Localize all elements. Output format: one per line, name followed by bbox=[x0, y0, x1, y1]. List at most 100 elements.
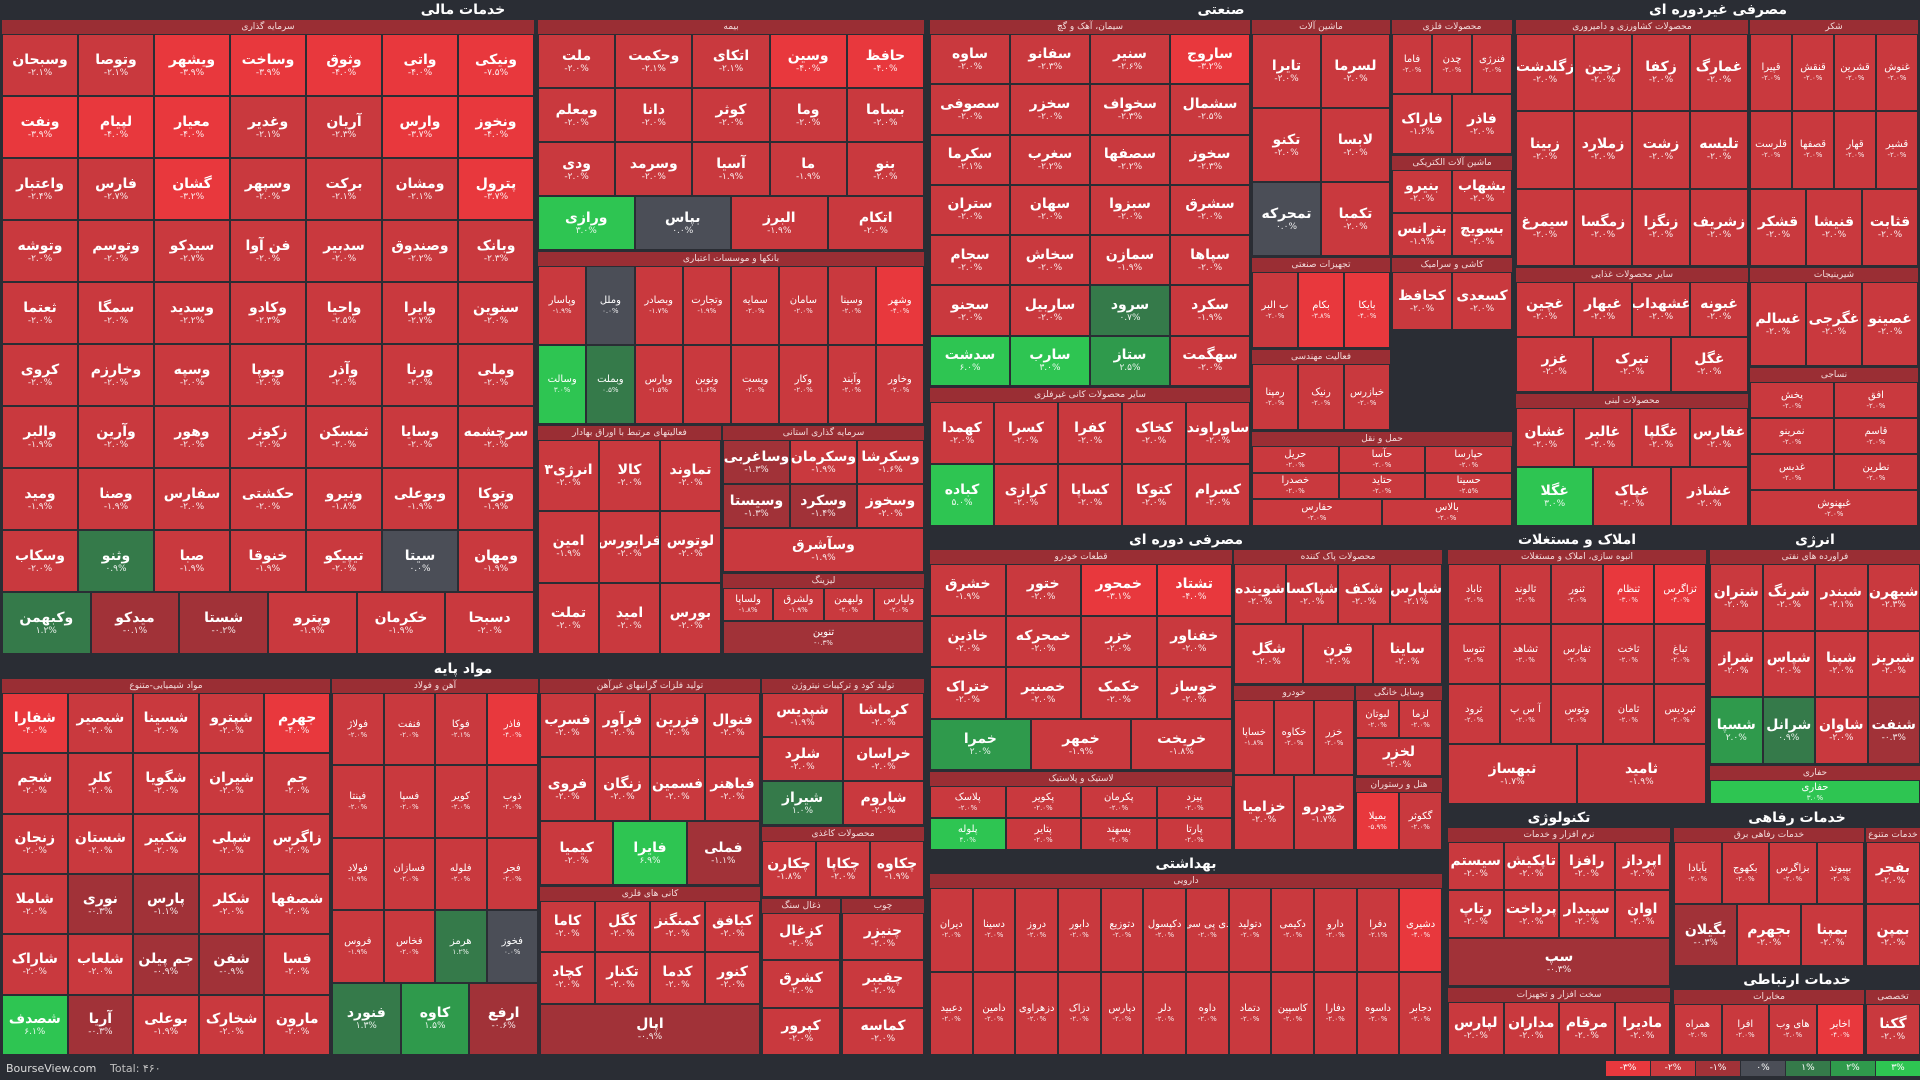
stock-tile[interactable]: فخاس -۲.۰% bbox=[383, 910, 435, 983]
stock-tile[interactable]: کسرام -۲.۰% bbox=[1186, 464, 1250, 526]
stock-tile[interactable]: تکنو -۲.۰% bbox=[1252, 108, 1321, 182]
stock-tile[interactable]: رافزا -۲.۰% bbox=[1559, 842, 1615, 890]
stock-tile[interactable]: پسهند -۲.۰% bbox=[1081, 818, 1157, 850]
stock-tile[interactable]: ثمسکن -۲.۰% bbox=[306, 406, 382, 468]
stock-tile[interactable]: غفارس -۲.۰% bbox=[1690, 408, 1748, 467]
stock-tile[interactable]: وپترو -۱.۹% bbox=[268, 592, 357, 654]
stock-tile[interactable]: فسازان -۲.۰% bbox=[383, 837, 435, 911]
stock-tile[interactable]: شتران -۲.۰% bbox=[1710, 564, 1763, 631]
stock-tile[interactable]: حتاید -۲.۰% bbox=[1338, 472, 1426, 500]
stock-tile[interactable]: وآذر -۲.۰% bbox=[306, 344, 382, 406]
stock-tile[interactable]: غسالم -۲.۰% bbox=[1750, 282, 1806, 366]
stock-tile[interactable]: زاگرس -۲.۰% bbox=[264, 813, 330, 874]
stock-tile[interactable]: سامان -۲.۰% bbox=[779, 266, 828, 345]
stock-tile[interactable]: سهان -۲.۰% bbox=[1010, 184, 1090, 236]
stock-tile[interactable]: سپ -۰.۳% bbox=[1448, 938, 1670, 986]
stock-tile[interactable]: خکرمان -۱.۹% bbox=[356, 592, 446, 654]
stock-tile[interactable]: شاملا -۲.۰% bbox=[2, 874, 68, 935]
stock-tile[interactable]: ثعتما -۲.۰% bbox=[2, 282, 78, 344]
stock-tile[interactable]: ساربیل -۲.۰% bbox=[1010, 285, 1090, 336]
stock-tile[interactable]: پارتا -۲.۰% bbox=[1156, 818, 1232, 850]
stock-tile[interactable]: ثفارس -۲.۰% bbox=[1551, 624, 1603, 684]
stock-tile[interactable]: داسوه -۲.۰% bbox=[1356, 971, 1400, 1055]
stock-tile[interactable]: سیدکو -۲.۷% bbox=[154, 220, 230, 282]
stock-tile[interactable]: هرمز ۱.۲% bbox=[435, 910, 487, 983]
stock-tile[interactable]: مرقام -۲.۰% bbox=[1559, 1002, 1615, 1055]
stock-tile[interactable]: وتوسم -۲.۰% bbox=[78, 220, 154, 282]
stock-tile[interactable]: غشاذر -۲.۰% bbox=[1670, 467, 1748, 526]
stock-tile[interactable]: کاوه ۱.۵% bbox=[400, 982, 470, 1055]
stock-tile[interactable]: سجام -۲.۰% bbox=[930, 235, 1010, 286]
stock-tile[interactable]: سفارس -۲.۰% bbox=[154, 468, 230, 530]
stock-tile[interactable]: دفارا -۲.۰% bbox=[1314, 971, 1357, 1055]
stock-tile[interactable]: حفارس -۲.۰% bbox=[1252, 499, 1382, 526]
stock-tile[interactable]: افرا -۲.۰% bbox=[1721, 1004, 1769, 1055]
stock-tile[interactable]: قشرین -۲.۰% bbox=[1834, 34, 1876, 112]
stock-tile[interactable]: وسآشرق -۱.۹% bbox=[723, 528, 924, 572]
stock-tile[interactable]: حافظ -۴.۰% bbox=[846, 34, 924, 88]
stock-tile[interactable]: شپترو -۲.۰% bbox=[198, 693, 265, 754]
stock-tile[interactable]: بنیرو -۲.۰% bbox=[1392, 170, 1452, 213]
stock-tile[interactable]: ثبهساز -۱.۷% bbox=[1448, 744, 1577, 804]
stock-tile[interactable]: وتوشه -۲.۰% bbox=[2, 220, 78, 282]
stock-tile[interactable]: فباهنر -۲.۰% bbox=[705, 757, 760, 821]
stock-tile[interactable]: وسپهر -۲.۰% bbox=[230, 158, 306, 220]
stock-tile[interactable]: فایرا ۶.۹% bbox=[613, 821, 687, 885]
stock-tile[interactable]: بمپنا -۲.۰% bbox=[1800, 904, 1864, 966]
stock-tile[interactable]: شاروم -۲.۰% bbox=[843, 781, 924, 825]
stock-tile[interactable]: غبهنوش -۲.۰% bbox=[1750, 490, 1918, 526]
stock-tile[interactable]: مادیرا -۲.۰% bbox=[1614, 1002, 1670, 1055]
stock-tile[interactable]: ونوین -۱.۶% bbox=[682, 345, 731, 424]
stock-tile[interactable]: دلر -۲.۰% bbox=[1143, 971, 1186, 1055]
stock-tile[interactable]: پلاسک -۲.۰% bbox=[930, 786, 1006, 818]
stock-tile[interactable]: غشهداب -۲.۰% bbox=[1632, 282, 1690, 337]
stock-tile[interactable]: زملارد -۲.۰% bbox=[1574, 111, 1632, 189]
stock-tile[interactable]: چکارن -۱.۸% bbox=[762, 841, 816, 897]
stock-tile[interactable]: سخاش -۲.۰% bbox=[1010, 235, 1090, 286]
stock-tile[interactable]: حپارسا -۲.۰% bbox=[1425, 446, 1512, 473]
stock-tile[interactable]: بجهرم -۲.۰% bbox=[1737, 904, 1801, 966]
stock-tile[interactable]: وسرمد -۲.۰% bbox=[615, 142, 693, 196]
stock-tile[interactable]: غنوش -۲.۰% bbox=[1876, 34, 1918, 112]
stock-tile[interactable]: جم پیلن -۰.۹% bbox=[133, 934, 199, 995]
stock-tile[interactable]: ویوپا -۲.۰% bbox=[230, 344, 306, 406]
stock-tile[interactable]: تاپکیش -۲.۰% bbox=[1503, 842, 1559, 890]
stock-tile[interactable]: خبازرس -۲.۰% bbox=[1344, 364, 1390, 430]
stock-tile[interactable]: سدبیر -۲.۰% bbox=[306, 220, 382, 282]
stock-tile[interactable]: لوتوس -۲.۰% bbox=[660, 511, 721, 583]
stock-tile[interactable]: سکرما -۲.۱% bbox=[930, 134, 1010, 185]
stock-tile[interactable]: پترول -۳.۷% bbox=[458, 158, 534, 220]
stock-tile[interactable]: شلعاب -۲.۰% bbox=[67, 934, 134, 995]
stock-tile[interactable]: خصنیر -۲.۰% bbox=[1005, 667, 1081, 719]
stock-tile[interactable]: شفارا -۴.۰% bbox=[2, 693, 68, 754]
stock-tile[interactable]: شوینده -۲.۰% bbox=[1234, 564, 1286, 624]
stock-tile[interactable]: شجم -۲.۰% bbox=[2, 753, 68, 814]
stock-tile[interactable]: زکوثر -۲.۰% bbox=[230, 406, 306, 468]
stock-tile[interactable]: فاما -۲.۰% bbox=[1392, 34, 1432, 94]
stock-tile[interactable]: رمپنا -۲.۰% bbox=[1252, 364, 1298, 430]
stock-tile[interactable]: قنقش -۲.۰% bbox=[1792, 34, 1834, 112]
stock-tile[interactable]: وسکاب -۲.۰% bbox=[2, 530, 78, 592]
stock-tile[interactable]: کزغال -۲.۰% bbox=[762, 913, 840, 961]
stock-tile[interactable]: حآسا -۲.۰% bbox=[1338, 446, 1426, 473]
stock-tile[interactable]: مارون -۲.۰% bbox=[264, 994, 330, 1055]
stock-tile[interactable]: دامین -۲.۰% bbox=[972, 971, 1016, 1055]
stock-tile[interactable]: وحکمت -۲.۱% bbox=[615, 34, 693, 88]
stock-tile[interactable]: نوری -۰.۳% bbox=[67, 874, 134, 935]
stock-tile[interactable]: ختور -۲.۰% bbox=[1005, 564, 1081, 616]
stock-tile[interactable]: آریا -۰.۳% bbox=[67, 994, 134, 1055]
stock-tile[interactable]: غزر -۲.۰% bbox=[1516, 337, 1594, 392]
stock-tile[interactable]: دتولید -۲.۰% bbox=[1228, 888, 1272, 972]
stock-tile[interactable]: کالا -۲.۰% bbox=[599, 440, 660, 512]
stock-tile[interactable]: بوعلی -۱.۹% bbox=[133, 994, 199, 1055]
stock-tile[interactable]: برکت -۲.۱% bbox=[306, 158, 382, 220]
stock-tile[interactable]: ومعلم -۲.۰% bbox=[538, 88, 616, 142]
stock-tile[interactable]: شلرد -۲.۰% bbox=[762, 737, 843, 781]
stock-tile[interactable]: بمیلا -۵.۹% bbox=[1356, 792, 1399, 850]
stock-tile[interactable]: میدکو -۰.۱% bbox=[90, 592, 180, 654]
stock-tile[interactable]: شسینا -۲.۰% bbox=[133, 693, 199, 754]
stock-tile[interactable]: شپارس -۲.۱% bbox=[1390, 564, 1442, 624]
stock-tile[interactable]: بشهاب -۲.۰% bbox=[1452, 170, 1512, 213]
stock-tile[interactable]: سیستم -۲.۰% bbox=[1448, 842, 1504, 890]
stock-tile[interactable]: وسکرد -۱.۴% bbox=[790, 484, 857, 528]
